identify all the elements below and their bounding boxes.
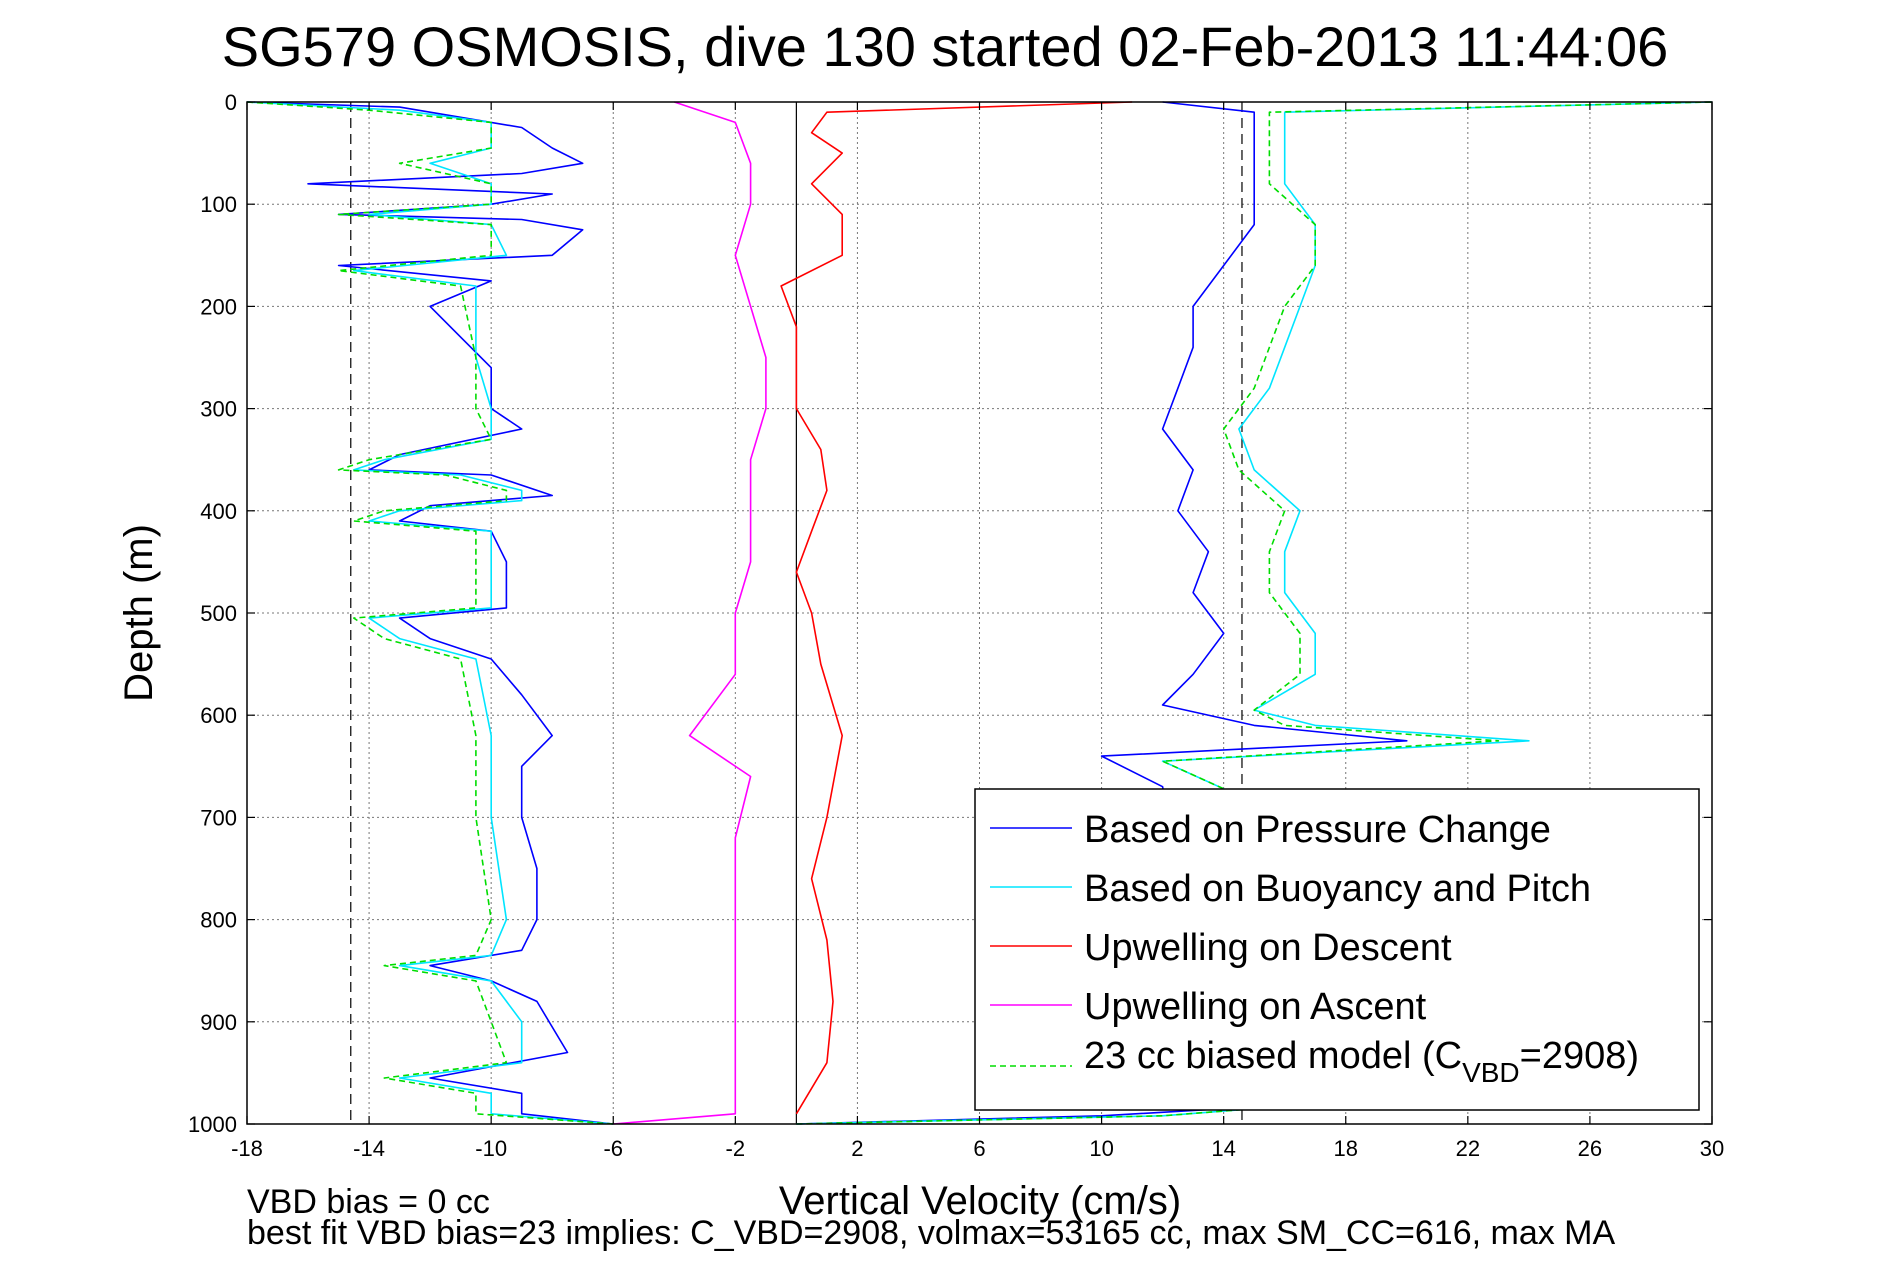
y-tick-label: 1000 bbox=[188, 1112, 237, 1137]
series-line-based-on-buoyancy-and-pitch-descent bbox=[246, 101, 614, 1125]
x-tick-label: 30 bbox=[1700, 1136, 1724, 1161]
legend-label-buoyancy: Based on Buoyancy and Pitch bbox=[1084, 868, 1591, 910]
y-tick-label: 300 bbox=[200, 397, 237, 422]
y-tick-label: 0 bbox=[225, 90, 237, 115]
x-tick-label: 10 bbox=[1089, 1136, 1113, 1161]
y-axis-label: Depth (m) bbox=[117, 524, 161, 702]
y-tick-label: 600 bbox=[200, 703, 237, 728]
legend-label-upwelling-descent: Upwelling on Descent bbox=[1084, 927, 1452, 969]
legend: Based on Pressure Change Based on Buoyan… bbox=[974, 788, 1700, 1111]
y-tick-label: 400 bbox=[200, 499, 237, 524]
x-axis-ticks: -18 -14 -10 -6 -2 2 6 10 14 18 22 26 30 bbox=[231, 102, 1724, 1161]
x-tick-label: -2 bbox=[726, 1136, 746, 1161]
x-tick-label: 14 bbox=[1211, 1136, 1235, 1161]
series-line-23-cc-biased-model-descent bbox=[246, 101, 614, 1125]
legend-label-biased-model: 23 cc biased model (CVBD=2908) bbox=[1084, 1035, 1639, 1088]
chart-title: SG579 OSMOSIS, dive 130 started 02-Feb-2… bbox=[222, 15, 1668, 78]
footer-vbd-bias: VBD bias = 0 cc bbox=[247, 1183, 490, 1221]
series-line-upwelling-on-descent bbox=[780, 101, 1133, 1115]
x-tick-label: -18 bbox=[231, 1136, 263, 1161]
x-tick-label: -10 bbox=[475, 1136, 507, 1161]
x-tick-label: 18 bbox=[1334, 1136, 1358, 1161]
series-line-based-on-pressure-change-ascent bbox=[796, 101, 1408, 1125]
legend-box bbox=[974, 788, 1700, 1111]
legend-label-pressure: Based on Pressure Change bbox=[1084, 809, 1551, 851]
series-layer bbox=[246, 101, 1713, 1125]
series-line-upwelling-on-ascent bbox=[613, 101, 767, 1125]
x-axis-label: Vertical Velocity (cm/s) bbox=[779, 1179, 1181, 1223]
x-tick-label: 22 bbox=[1456, 1136, 1480, 1161]
y-tick-label: 500 bbox=[200, 601, 237, 626]
x-tick-label: 6 bbox=[973, 1136, 985, 1161]
legend-label-upwelling-ascent: Upwelling on Ascent bbox=[1084, 986, 1427, 1028]
x-tick-label: 26 bbox=[1578, 1136, 1602, 1161]
y-tick-label: 200 bbox=[200, 294, 237, 319]
y-axis-ticks: 0 100 200 300 400 500 600 700 800 900 1000 bbox=[188, 90, 1712, 1137]
y-tick-label: 900 bbox=[200, 1010, 237, 1035]
series-line-based-on-pressure-change-descent bbox=[246, 101, 614, 1125]
legend-label-biased-prefix: 23 cc biased model (C bbox=[1084, 1035, 1462, 1077]
x-tick-label: -6 bbox=[603, 1136, 623, 1161]
legend-label-biased-suffix: =2908) bbox=[1520, 1035, 1639, 1077]
x-tick-label: -14 bbox=[353, 1136, 385, 1161]
footer-best-fit: best fit VBD bias=23 implies: C_VBD=2908… bbox=[247, 1214, 1616, 1252]
y-tick-label: 100 bbox=[200, 192, 237, 217]
x-tick-label: 2 bbox=[851, 1136, 863, 1161]
y-tick-label: 700 bbox=[200, 805, 237, 830]
legend-label-biased-subscript: VBD bbox=[1462, 1057, 1520, 1088]
y-tick-label: 800 bbox=[200, 908, 237, 933]
series-line-23-cc-biased-model-ascent bbox=[796, 101, 1713, 1125]
